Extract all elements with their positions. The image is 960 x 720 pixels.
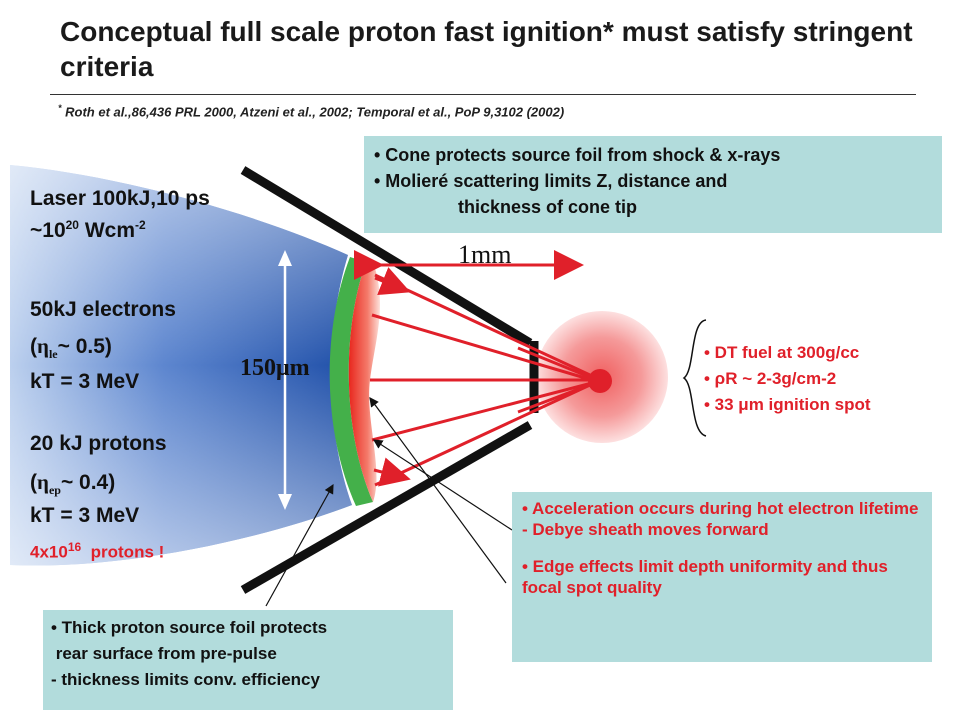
intensity-exponent: 20: [65, 218, 79, 232]
cone-callout-item-1: • Cone protects source foil from shock &…: [374, 145, 781, 165]
um-arrowhead-top: [278, 250, 292, 266]
green-foil-layer: [329, 257, 373, 506]
fuel-density: • DT fuel at 300g/cc: [704, 343, 860, 362]
intensity-unit-exponent: -2: [135, 218, 146, 232]
foil-callout-item-2: - thickness limits conv. efficiency: [51, 670, 320, 689]
cone-callout-item-2-cont: thickness of cone tip: [458, 197, 638, 217]
title-divider: [50, 94, 916, 95]
page-title: Conceptual full scale proton fast igniti…: [60, 16, 913, 82]
cone-callout-box: • Cone protects source foil from shock &…: [364, 136, 942, 233]
mm-dimension-label: 1mm: [458, 240, 512, 269]
eta-le-value: ~ 0.5): [57, 335, 112, 358]
eta-le-subscript: le: [48, 347, 58, 362]
fuel-parameter-list: • DT fuel at 300g/cc • ρR ~ 2-3g/cm-2 • …: [704, 340, 871, 418]
ignition-spot: [588, 369, 612, 393]
electron-temperature: kT = 3 MeV: [30, 370, 140, 393]
acceleration-item: • Acceleration occurs during hot electro…: [522, 499, 919, 539]
foil-callout-box: • Thick proton source foil protects rear…: [43, 610, 453, 710]
um-arrowhead-bottom: [278, 494, 292, 510]
red-foil-layer: [348, 262, 381, 502]
proton-arrow-top: [374, 267, 411, 296]
acceleration-callout-box: • Acceleration occurs during hot electro…: [512, 492, 932, 662]
protons-energy: 20 kJ protons: [30, 432, 167, 455]
eta-le-open: (: [30, 335, 37, 358]
laser-energy-text: Laser 100kJ,10 ps: [30, 187, 210, 210]
foil-callout-item-1-cont: rear surface from pre-pulse: [51, 644, 277, 663]
pointer-foil-edge: [369, 397, 507, 584]
proton-trajectories: [370, 273, 593, 487]
count-suffix: protons !: [81, 542, 165, 562]
reference-marker: *: [58, 103, 62, 113]
pointer-foil-back: [265, 483, 334, 607]
reference-text: Roth et al.,86,436 PRL 2000, Atzeni et a…: [65, 104, 565, 120]
pointer-acceleration: [372, 439, 513, 531]
cone-lower-wall: [240, 421, 533, 594]
eta-ep-value: ~ 0.4): [60, 471, 116, 494]
electrons-energy: 50kJ electrons: [30, 298, 176, 321]
intensity-prefix: ~10: [30, 219, 66, 242]
um-dimension-label: 150μm: [240, 355, 310, 381]
foil-callout-item-1: • Thick proton source foil protects: [51, 618, 328, 637]
intensity-unit: Wcm: [78, 219, 135, 242]
fuel-bracket: [682, 319, 707, 437]
count-exponent: 16: [67, 540, 82, 554]
eta-symbol-ep: η: [37, 470, 49, 494]
eta-le-line: (ηle~ 0.5): [30, 334, 112, 362]
proton-temperature: kT = 3 MeV: [30, 504, 140, 527]
reference-note: * Roth et al.,86,436 PRL 2000, Atzeni et…: [58, 103, 564, 119]
laser-intensity: ~1020 Wcm-2: [30, 218, 146, 243]
laser-beam-shading: [10, 165, 352, 566]
proton-count: 4x1016 protons !: [30, 540, 164, 563]
eta-ep-subscript: ep: [48, 483, 61, 498]
ignition-spot-size: • 33 μm ignition spot: [704, 395, 871, 414]
eta-symbol-le: η: [37, 334, 49, 358]
proton-arrow-bottom: [373, 457, 411, 487]
eta-ep-open: (: [30, 471, 37, 494]
eta-ep-line: (ηep~ 0.4): [30, 470, 115, 498]
count-prefix: 4x10: [30, 542, 68, 562]
edge-effects-item: • Edge effects limit depth uniformity an…: [522, 557, 888, 597]
cone-callout-item-2: • Molieré scattering limits Z, distance …: [374, 171, 728, 191]
fuel-areal-density: • ρR ~ 2-3g/cm-2: [704, 369, 837, 388]
